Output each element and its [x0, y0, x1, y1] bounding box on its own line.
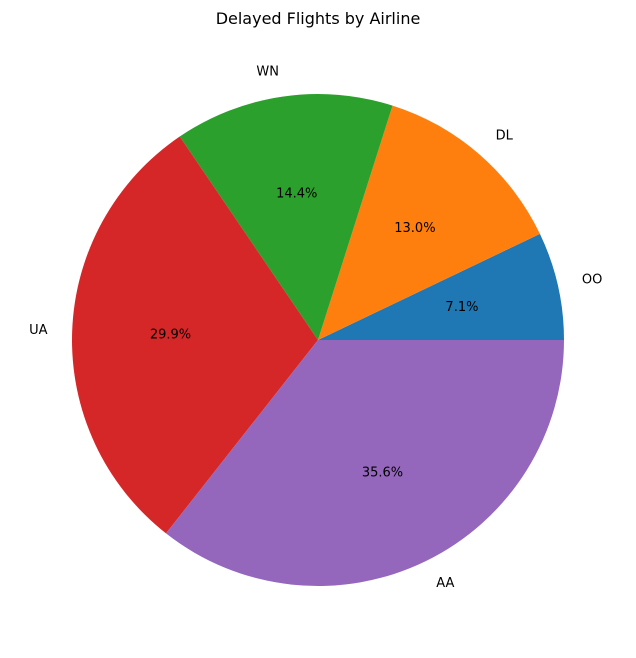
slice-label-oo: OO	[582, 273, 602, 288]
percent-label-aa: 35.6%	[362, 465, 403, 480]
chart-title: Delayed Flights by Airline	[216, 9, 421, 28]
percent-label-wn: 14.4%	[276, 186, 317, 201]
pie-slice-ua	[71, 136, 318, 534]
pie-labels: OO 7.1% DL 13.0% WN 14.4% UA 29.9% AA 35.6%	[29, 65, 602, 591]
pie-slice-wn	[179, 94, 393, 340]
slice-label-ua: UA	[29, 323, 48, 338]
slice-label-dl: DL	[496, 128, 514, 143]
pie-slice-oo	[318, 233, 564, 340]
slice-label-wn: WN	[256, 65, 279, 80]
pie-slice-aa	[166, 340, 564, 587]
pie-slices	[71, 94, 564, 587]
percent-label-oo: 7.1%	[445, 300, 478, 315]
percent-label-ua: 29.9%	[150, 327, 191, 342]
slice-label-aa: AA	[436, 576, 454, 591]
pie-slice-dl	[318, 105, 540, 341]
percent-label-dl: 13.0%	[394, 221, 435, 236]
